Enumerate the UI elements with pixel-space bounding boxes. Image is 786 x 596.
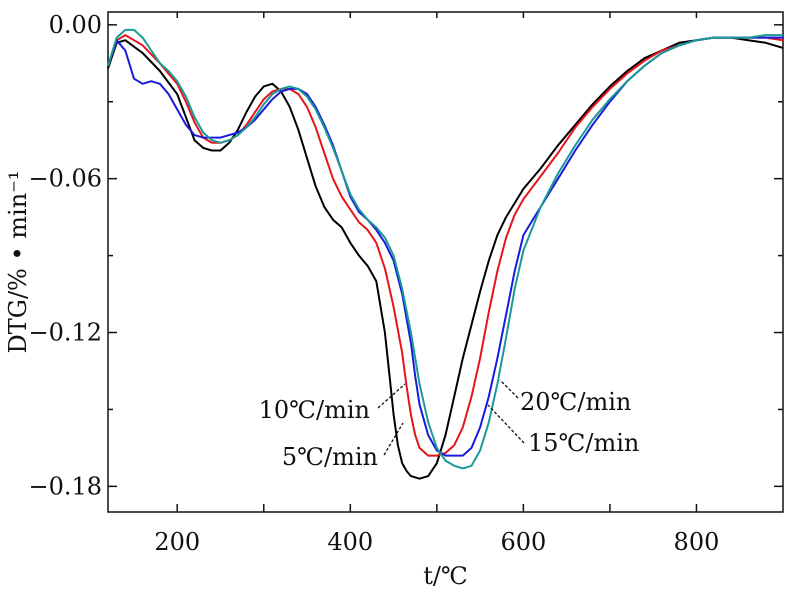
series-line-1 xyxy=(107,34,784,457)
x-tick-label: 600 xyxy=(500,528,546,556)
annotation-label: 15℃/min xyxy=(528,429,639,457)
axis-ticks: 200 400 600 800 0.00 −0.06 −0.12 −0.18 xyxy=(28,11,783,556)
y-tick-label: −0.12 xyxy=(28,319,102,347)
x-tick-label: 800 xyxy=(674,528,720,556)
plot-frame xyxy=(107,11,784,513)
series-line-3 xyxy=(107,28,783,470)
x-tick-label: 200 xyxy=(154,528,200,556)
x-tick-label: 400 xyxy=(327,528,373,556)
y-tick-label: 0.00 xyxy=(49,11,102,39)
annotation-label: 10℃/min xyxy=(259,396,370,424)
series-line-0 xyxy=(107,36,784,480)
y-tick-label: −0.06 xyxy=(28,165,102,193)
x-axis-title: t/℃ xyxy=(423,562,468,590)
annotation-leader xyxy=(383,422,404,456)
annotation-label: 20℃/min xyxy=(520,388,631,416)
annotation-leader xyxy=(487,404,525,444)
y-axis-title: DTG/% • min⁻¹ xyxy=(4,171,32,354)
series-line-2 xyxy=(107,36,783,457)
annotation-leader xyxy=(377,383,406,409)
y-tick-label: −0.18 xyxy=(28,472,102,500)
annotation-layer: 10℃/min 5℃/min 20℃/min 15℃/min xyxy=(259,379,639,471)
annotation-leader xyxy=(499,379,519,399)
series-layer xyxy=(107,28,784,480)
annotation-label: 5℃/min xyxy=(282,443,378,471)
